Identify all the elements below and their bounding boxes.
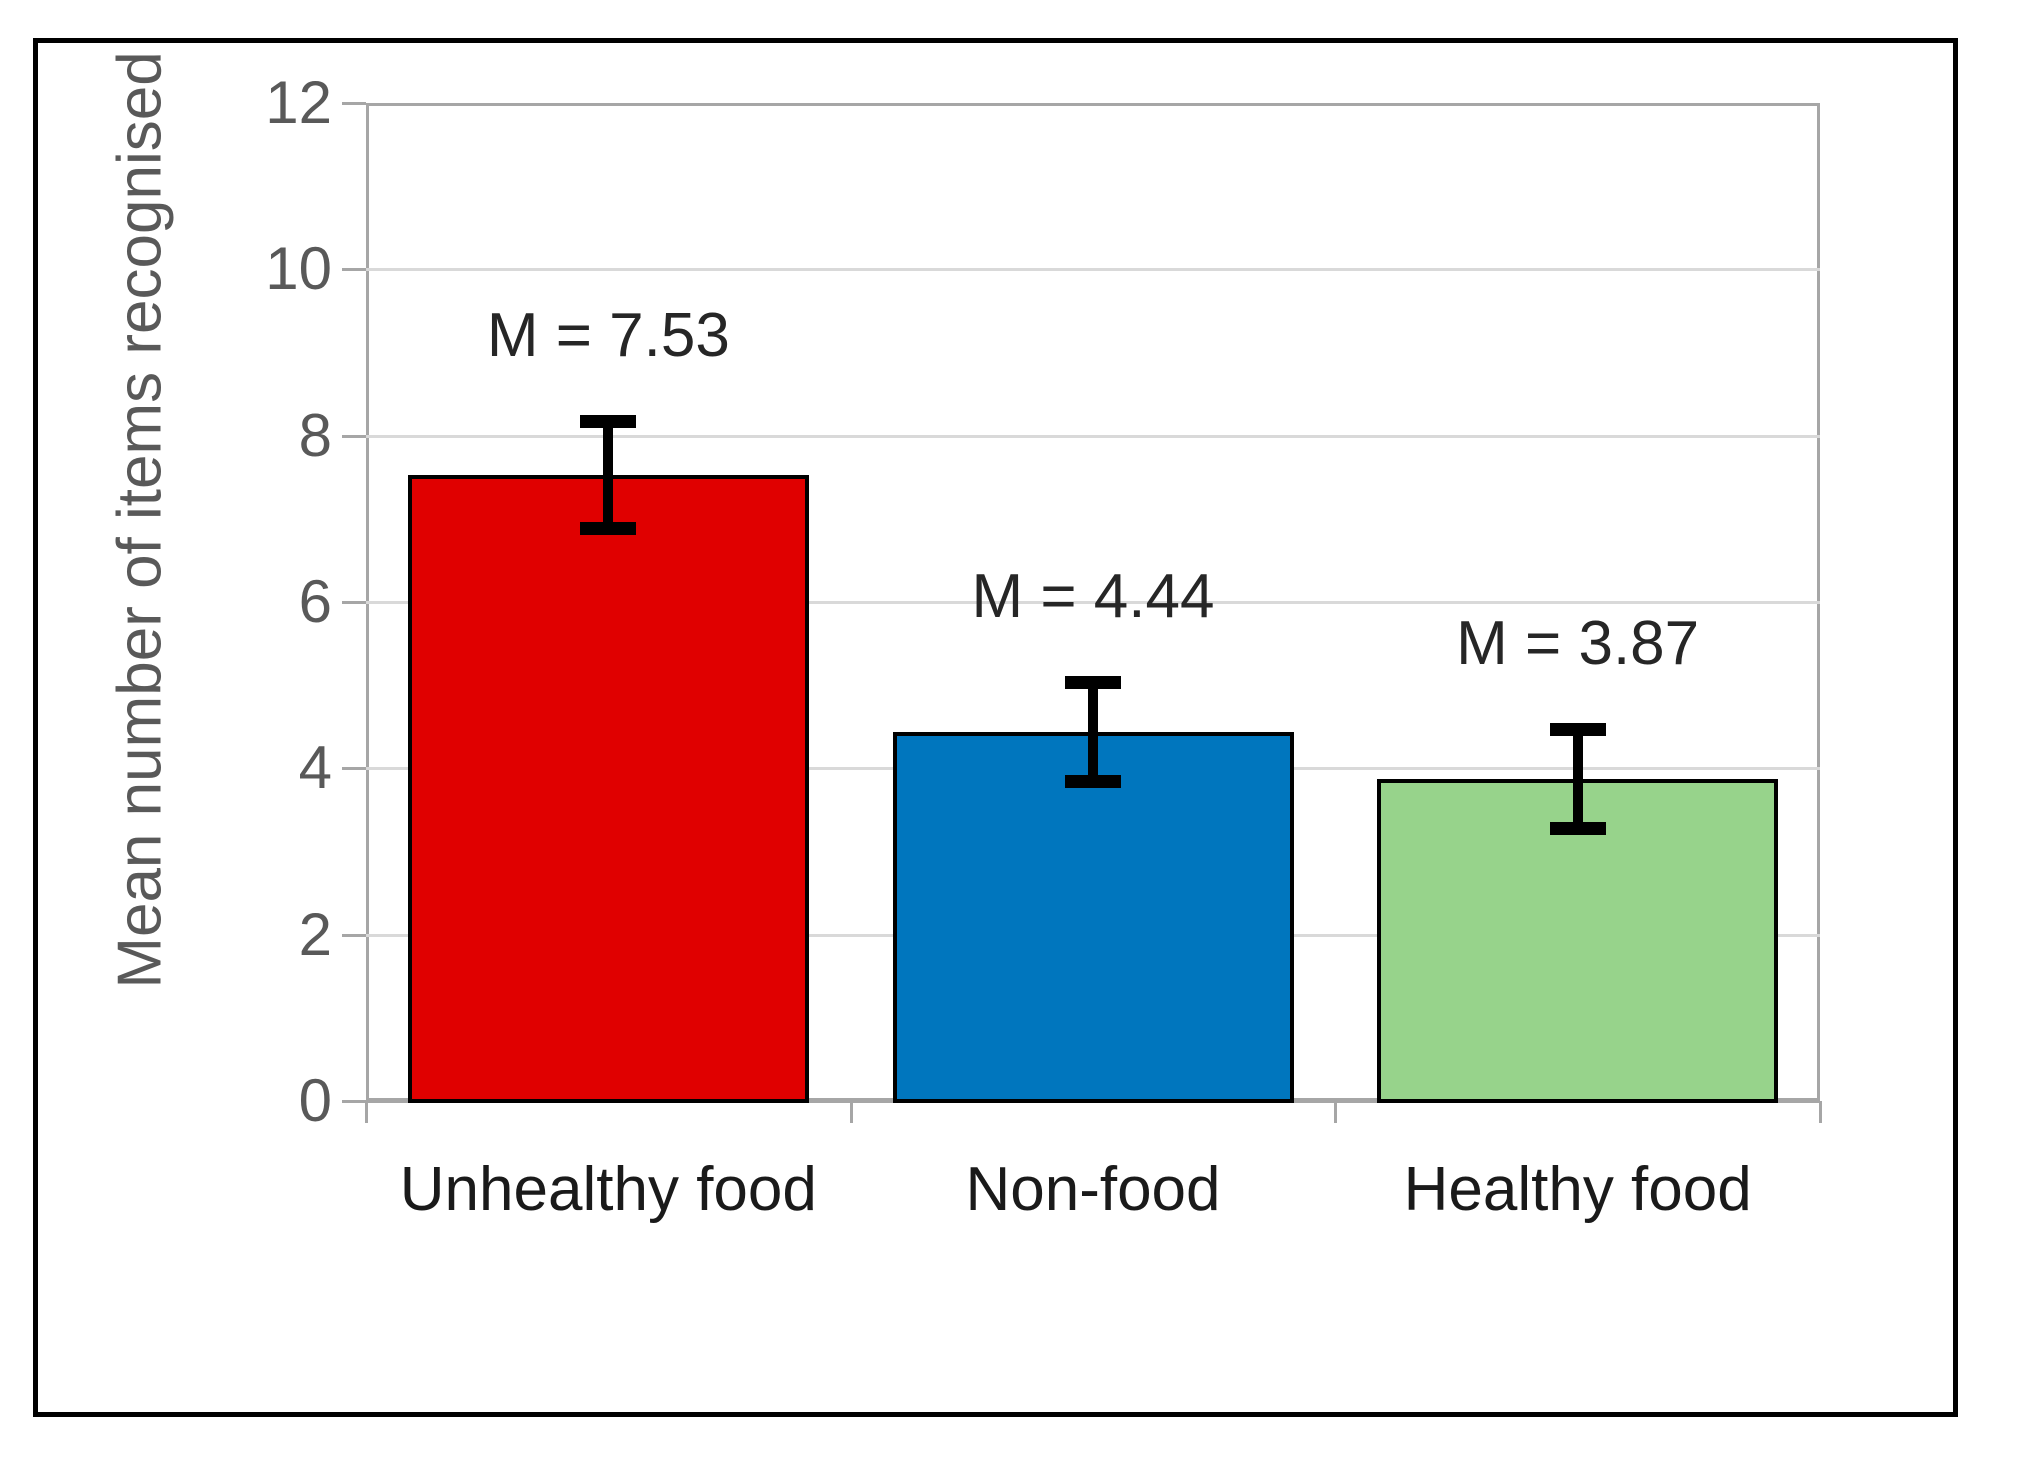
- y-axis-tick: [342, 268, 366, 272]
- data-label: M = 3.87: [1456, 609, 1700, 679]
- category-label: Non-food: [965, 1155, 1221, 1224]
- gridline: [366, 268, 1820, 272]
- y-axis-tick-label: 0: [298, 1067, 332, 1134]
- error-bar-cap-top: [1549, 723, 1606, 737]
- y-axis-tick-label: 4: [298, 734, 332, 802]
- y-axis-tick-label: 2: [298, 900, 332, 968]
- chart-outer-border: [33, 38, 1958, 1417]
- y-axis-tick: [342, 767, 366, 771]
- error-bar-cap-bottom: [580, 521, 637, 535]
- error-bar-cap-bottom: [1065, 774, 1121, 788]
- y-axis-title: Mean number of items recognised: [105, 51, 175, 989]
- bar-unhealthy-food: [407, 474, 809, 1103]
- bar-non-food: [892, 731, 1294, 1103]
- data-label: M = 7.53: [486, 300, 730, 370]
- category-label: Unhealthy food: [399, 1155, 817, 1224]
- error-bar-stem: [603, 420, 614, 529]
- y-axis-tick-label: 8: [298, 401, 332, 469]
- x-axis-tick: [1334, 1101, 1338, 1123]
- error-bar-stem: [1088, 681, 1098, 782]
- error-bar-stem: [1572, 729, 1583, 830]
- y-axis-tick-label: 6: [298, 568, 332, 635]
- y-axis-tick: [342, 933, 366, 937]
- data-label: M = 4.44: [971, 561, 1215, 631]
- y-axis-tick: [342, 601, 366, 604]
- x-axis-tick: [849, 1101, 853, 1123]
- y-axis-tick: [342, 434, 366, 438]
- gridline: [366, 601, 1820, 604]
- gridline: [366, 434, 1820, 438]
- y-axis-tick-label: 12: [265, 69, 332, 136]
- error-bar-cap-top: [580, 414, 637, 428]
- y-axis-tick-label: 10: [265, 235, 332, 303]
- category-label: Healthy food: [1403, 1155, 1752, 1224]
- error-bar-cap-top: [1065, 675, 1121, 689]
- x-axis-tick: [1819, 1101, 1822, 1123]
- error-bar-cap-bottom: [1549, 822, 1606, 836]
- y-axis-tick: [342, 1100, 366, 1103]
- x-axis-tick: [365, 1101, 368, 1123]
- y-axis-tick: [342, 102, 366, 105]
